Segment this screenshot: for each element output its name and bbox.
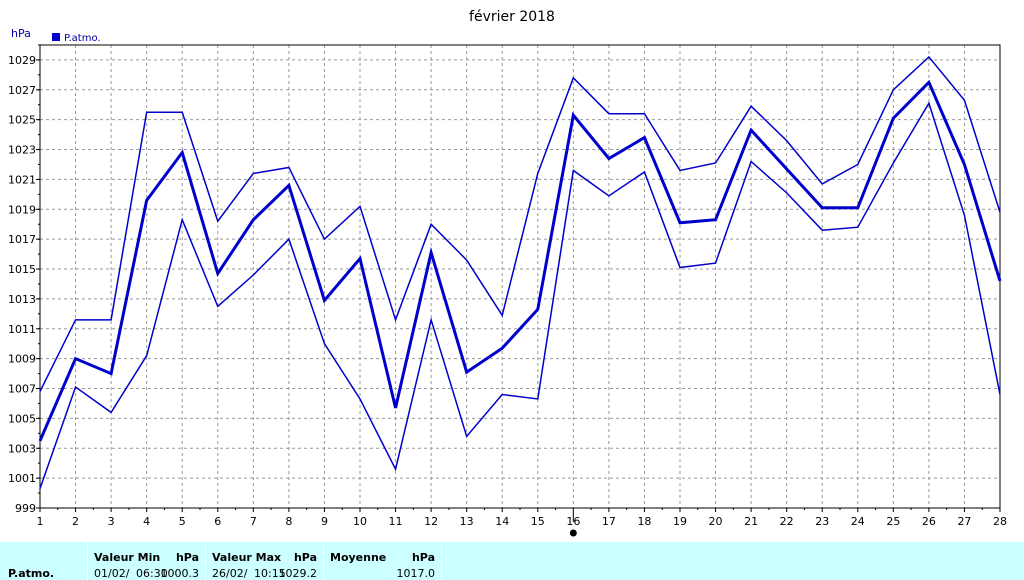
x-tick-label: 11 <box>389 515 403 528</box>
y-tick-label: 1003 <box>8 442 36 455</box>
pressure-chart: février 2018 hPa P.atmo. 999 1001 1003 1005… <box>8 9 1008 538</box>
x-tick-label: 28 <box>993 515 1007 528</box>
x-tick-labels: 1 2 3 4 5 6 7 8 9 10 11 12 13 14 15 16 17 18 19 20 21 22 23 24 2… <box>37 515 1008 528</box>
legend-label: P.atmo. <box>64 33 101 44</box>
x-tick-label: 5 <box>179 515 186 528</box>
x-tick-label: 7 <box>250 515 257 528</box>
x-tick-label: 13 <box>460 515 474 528</box>
x-tick-label: 22 <box>780 515 794 528</box>
y-tick-label: 1025 <box>8 114 36 127</box>
x-tick-label: 10 <box>353 515 367 528</box>
y-tick-label: 1007 <box>8 383 36 396</box>
y-tick-label: 1001 <box>8 472 36 485</box>
y-tick-label: 1005 <box>8 412 36 425</box>
stats-min-date: 01/02/ <box>94 567 130 580</box>
x-tick-label: 8 <box>285 515 292 528</box>
stats-min-header: Valeur Min <box>94 551 161 564</box>
stats-max-cell: Valeur Max hPa 26/02/ 10:15 1029.2 <box>206 542 324 580</box>
y-tick-label: 1017 <box>8 233 36 246</box>
stats-min-time: 06:30 <box>136 567 168 580</box>
y-tick-label: 1009 <box>8 353 36 366</box>
series-lines <box>38 55 1002 489</box>
stats-row-label: P.atmo. <box>8 567 55 580</box>
stats-mean-cell: Moyenne hPa 1017.0 <box>324 542 442 580</box>
x-tick-label: 24 <box>851 515 865 528</box>
x-tick-label: 4 <box>143 515 150 528</box>
stats-bar: P.atmo. Valeur Min hPa 01/02/ 06:30 1000… <box>0 542 1024 580</box>
stats-max-value: 1029.2 <box>278 567 318 580</box>
grid <box>40 45 1000 508</box>
stats-max-date: 26/02/ <box>212 567 248 580</box>
x-tick-label: 16 <box>566 515 580 528</box>
stats-min-value: 1000.3 <box>160 567 200 580</box>
series-line-min <box>39 101 1001 489</box>
x-tick-label: 3 <box>108 515 115 528</box>
axes <box>36 44 1001 538</box>
stats-row-label-cell: P.atmo. <box>0 542 88 580</box>
series-line-mean <box>38 79 1002 442</box>
x-tick-label: 26 <box>922 515 936 528</box>
stats-max-header: Valeur Max <box>212 551 282 564</box>
x-tick-label: 25 <box>886 515 900 528</box>
stats-mean-header: Moyenne <box>330 551 387 564</box>
y-tick-labels: 999 1001 1003 1005 1007 1009 1011 1013 1015 1017 1… <box>8 54 36 515</box>
x-tick-label: 17 <box>602 515 616 528</box>
y-tick-label: 1023 <box>8 144 36 157</box>
x-tick-label: 2 <box>72 515 79 528</box>
stats-mean-value: 1017.0 <box>396 567 436 580</box>
y-tick-label: 1013 <box>8 293 36 306</box>
legend-swatch <box>52 33 60 41</box>
x-tick-label: 1 <box>37 515 44 528</box>
current-day-marker <box>568 528 578 538</box>
stats-min-cell: Valeur Min hPa 01/02/ 06:30 1000.3 <box>88 542 206 580</box>
x-tick-label: 9 <box>321 515 328 528</box>
plot-frame <box>39 44 1001 509</box>
x-tick-label: 19 <box>673 515 687 528</box>
x-tick-label: 14 <box>495 515 509 528</box>
x-tick-label: 15 <box>531 515 545 528</box>
x-tick-label: 27 <box>957 515 971 528</box>
y-tick-label: 1027 <box>8 84 36 97</box>
y-tick-label: 1011 <box>8 323 36 336</box>
stats-mean-unit: hPa <box>411 551 435 564</box>
stats-max-unit: hPa <box>293 551 317 564</box>
y-tick-label: 1015 <box>8 263 36 276</box>
x-tick-label: 20 <box>709 515 723 528</box>
x-tick-label: 18 <box>637 515 651 528</box>
y-tick-label: 1021 <box>8 173 36 186</box>
y-tick-label: 1029 <box>8 54 36 67</box>
chart-title: février 2018 <box>469 9 555 25</box>
y-tick-label: 1019 <box>8 203 36 216</box>
x-tick-label: 12 <box>424 515 438 528</box>
series-line-max <box>39 55 1001 392</box>
x-tick-label: 6 <box>214 515 221 528</box>
x-tick-label: 21 <box>744 515 758 528</box>
y-axis-unit: hPa <box>11 27 31 40</box>
y-tick-label: 999 <box>15 502 36 515</box>
stats-min-unit: hPa <box>175 551 199 564</box>
x-tick-label: 23 <box>815 515 829 528</box>
stats-max-time: 10:15 <box>254 567 286 580</box>
